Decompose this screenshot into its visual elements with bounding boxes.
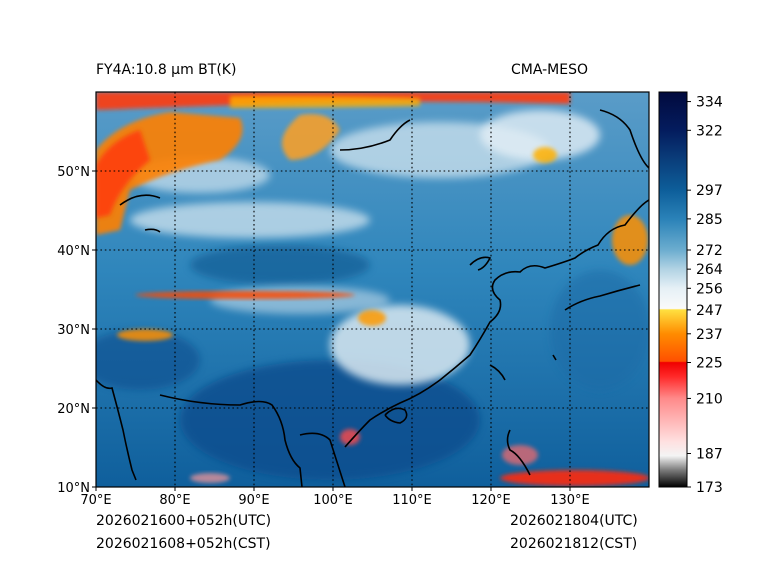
colorbar [658, 91, 688, 488]
lon-label: 90°E [238, 493, 269, 508]
lat-label: 10°N [57, 481, 90, 496]
model-name: CMA-MESO [511, 62, 589, 78]
colorbar-tick-label: 256 [696, 281, 723, 297]
axis-ticks [92, 170, 571, 491]
lon-label: 80°E [159, 493, 190, 508]
satellite-image [96, 92, 649, 487]
lon-label: 130°E [550, 493, 590, 508]
colorbar-tick-label: 272 [696, 243, 723, 259]
valid-time-utc: 2026021804(UTC) [510, 513, 638, 529]
valid-time-cst: 2026021812(CST) [510, 536, 638, 552]
init-time-utc: 2026021600+052h(UTC) [96, 513, 272, 529]
init-time-cst: 2026021608+052h(CST) [96, 536, 271, 552]
colorbar-tick-label: 225 [696, 356, 723, 372]
colorbar-tick-label: 264 [696, 262, 723, 278]
lon-label: 120°E [471, 493, 511, 508]
colorbar-ticks: 173 187 210 225 237 247 256 264 272 285 297 322 334 [687, 95, 723, 496]
colorbar-tick-label: 334 [696, 95, 723, 111]
colorbar-tick-label: 210 [696, 391, 723, 407]
colorbar-tick-label: 247 [696, 303, 723, 319]
colorbar-tick-label: 297 [696, 183, 723, 199]
lon-label: 70°E [80, 493, 111, 508]
map-title: FY4A:10.8 µm BT(K) [96, 62, 237, 78]
colorbar-tick-label: 322 [696, 123, 723, 139]
coastlines [96, 109, 649, 487]
lon-label: 110°E [392, 493, 432, 508]
colorbar-tick-label: 237 [696, 327, 723, 343]
map-frame [95, 91, 650, 488]
lat-label: 30°N [57, 323, 90, 338]
colorbar-tick-label: 187 [696, 446, 723, 462]
lat-label: 40°N [57, 244, 90, 259]
lat-label: 20°N [57, 402, 90, 417]
lat-label: 50°N [57, 165, 90, 180]
colorbar-tick-label: 173 [696, 480, 723, 496]
lon-label: 100°E [313, 493, 353, 508]
colorbar-tick-label: 285 [696, 212, 723, 228]
